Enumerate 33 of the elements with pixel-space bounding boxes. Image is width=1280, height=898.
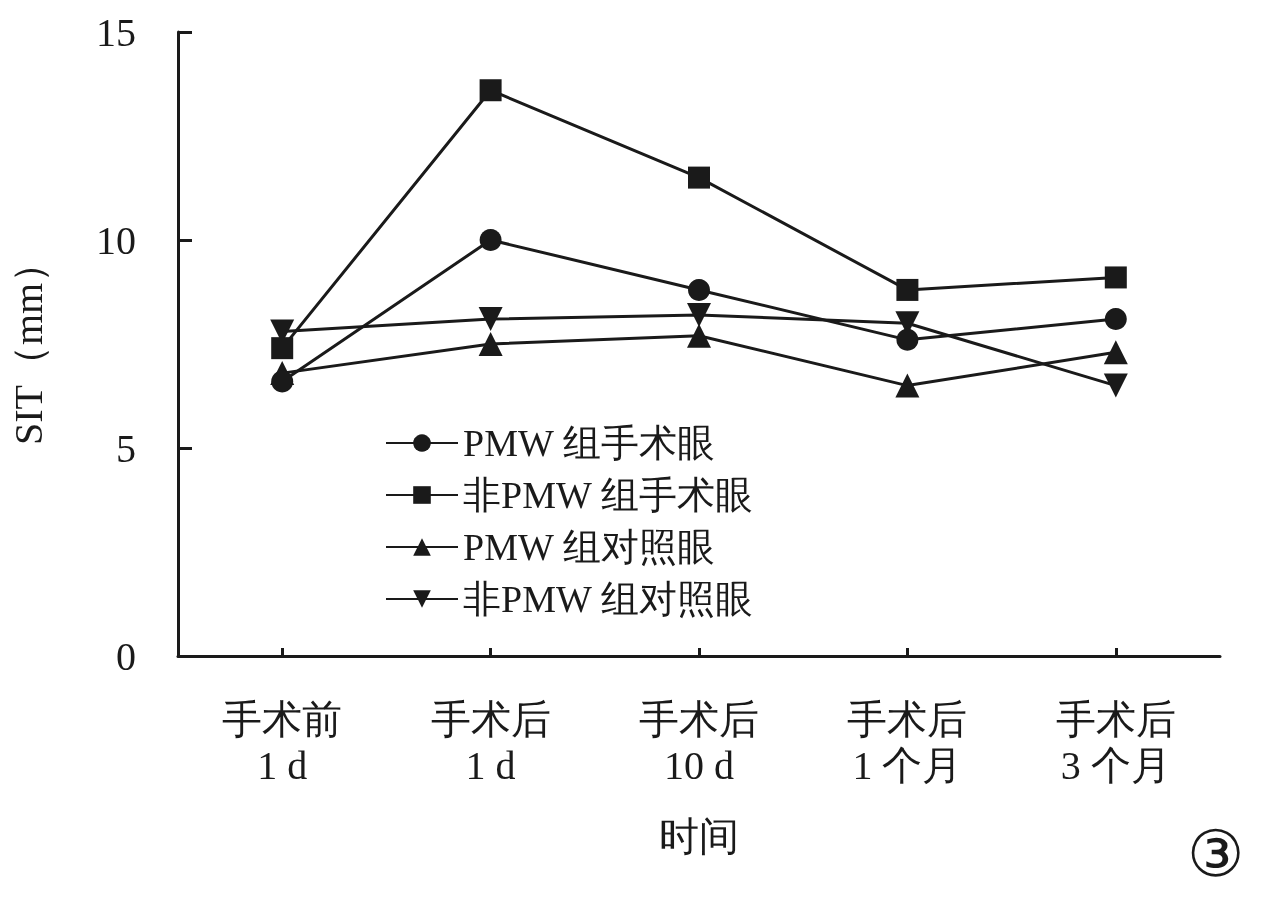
y-tick-label: 5	[116, 425, 136, 471]
point	[895, 373, 920, 398]
point	[688, 166, 710, 189]
x-tick-label: 手术后 1 个月	[847, 696, 968, 788]
y-tick-label: 0	[116, 633, 136, 679]
text: ③	[1187, 818, 1244, 890]
point	[687, 302, 711, 327]
point	[687, 323, 711, 348]
x-tick-label: 手术后 3 个月	[1055, 696, 1176, 788]
x-tick-label: 手术后 1 d	[430, 696, 551, 788]
point	[478, 332, 503, 356]
point	[478, 307, 503, 332]
y-axis-title: SIT（mm）	[5, 242, 51, 446]
x-axis-title: 时间	[659, 813, 739, 859]
y-tick-label: 15	[96, 9, 136, 55]
point	[1103, 340, 1128, 365]
point	[271, 337, 294, 360]
legend-label: 非PMW 组对照眼	[463, 578, 753, 620]
legend-label: PMW 组对照眼	[463, 526, 715, 568]
point	[479, 79, 502, 102]
x-tick-label: 手术前 1 d	[222, 696, 343, 788]
point	[896, 278, 919, 301]
point	[1104, 266, 1127, 289]
legend-label: 非PMW 组手术眼	[463, 474, 753, 516]
legend-label: PMW 组手术眼	[463, 422, 715, 464]
x-tick-label: 手术后 10 d	[639, 696, 759, 788]
point	[1103, 373, 1128, 398]
point	[688, 278, 710, 301]
point	[896, 328, 919, 351]
point	[271, 370, 294, 393]
point	[1104, 308, 1127, 331]
point	[479, 229, 502, 251]
y-tick-label: 10	[96, 217, 136, 263]
